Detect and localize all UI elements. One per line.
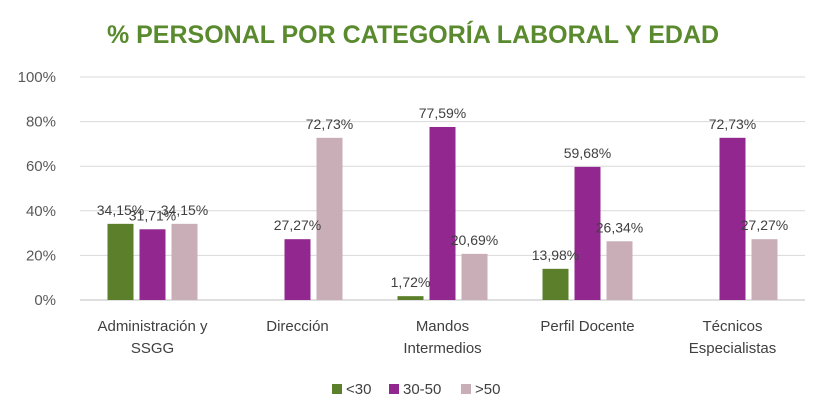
legend-swatch bbox=[461, 384, 471, 394]
legend-swatch bbox=[389, 384, 399, 394]
bars bbox=[107, 126, 778, 300]
category-label: Técnicos bbox=[702, 318, 762, 335]
bar bbox=[574, 166, 601, 300]
data-label: 72,73% bbox=[709, 116, 756, 132]
y-tick-label: 60% bbox=[26, 158, 56, 175]
bar bbox=[139, 229, 166, 300]
bar bbox=[719, 137, 746, 300]
data-label: 72,73% bbox=[306, 116, 353, 132]
data-label: 27,27% bbox=[741, 217, 788, 233]
bar bbox=[316, 137, 343, 300]
legend: <30 30-50 >50 bbox=[332, 381, 500, 398]
data-labels: 34,15%31,71%34,15% 27,27% 72,73% 1,72% 77,59… bbox=[97, 105, 788, 290]
data-label: 77,59% bbox=[419, 105, 466, 121]
chart-title: % PERSONAL POR CATEGORÍA LABORAL Y EDAD bbox=[107, 20, 719, 49]
data-label: 1,72% bbox=[391, 274, 431, 290]
bar bbox=[107, 223, 134, 300]
y-tick-label: 20% bbox=[26, 247, 56, 264]
data-label: 20,69% bbox=[451, 232, 498, 248]
bar bbox=[606, 241, 633, 300]
bar bbox=[171, 223, 198, 300]
legend-label: 30-50 bbox=[403, 381, 441, 398]
bar bbox=[542, 268, 569, 300]
data-label: 34,15% bbox=[97, 202, 144, 218]
category-label: Administración y bbox=[97, 318, 208, 335]
data-label: 34,15% bbox=[161, 202, 208, 218]
category-label: SSGG bbox=[131, 340, 174, 357]
data-label: 13,98% bbox=[532, 247, 579, 263]
y-tick-label: 80% bbox=[26, 114, 56, 131]
data-label: 27,27% bbox=[274, 217, 321, 233]
data-label: 26,34% bbox=[596, 219, 643, 235]
y-tick-label: 40% bbox=[26, 203, 56, 220]
legend-swatch bbox=[332, 384, 342, 394]
bar bbox=[429, 126, 456, 300]
y-tick-label: 0% bbox=[34, 292, 56, 309]
legend-label: <30 bbox=[346, 381, 371, 398]
x-axis-categories: Administración y SSGG Dirección Mandos Inter… bbox=[97, 318, 776, 357]
category-label: Mandos bbox=[416, 318, 469, 335]
category-label: Dirección bbox=[266, 318, 329, 335]
bar bbox=[397, 296, 424, 300]
y-axis-ticks: 0% 20% 40% 60% 80% 100% bbox=[18, 69, 56, 309]
bar bbox=[751, 239, 778, 300]
category-label: Especialistas bbox=[689, 340, 777, 357]
y-tick-label: 100% bbox=[18, 69, 56, 86]
data-label: 59,68% bbox=[564, 145, 611, 161]
bar bbox=[284, 239, 311, 300]
legend-label: >50 bbox=[475, 381, 500, 398]
data-label: 31,71% bbox=[129, 207, 176, 223]
category-label: Perfil Docente bbox=[540, 318, 634, 335]
bar bbox=[461, 253, 488, 300]
category-label: Intermedios bbox=[403, 340, 481, 357]
